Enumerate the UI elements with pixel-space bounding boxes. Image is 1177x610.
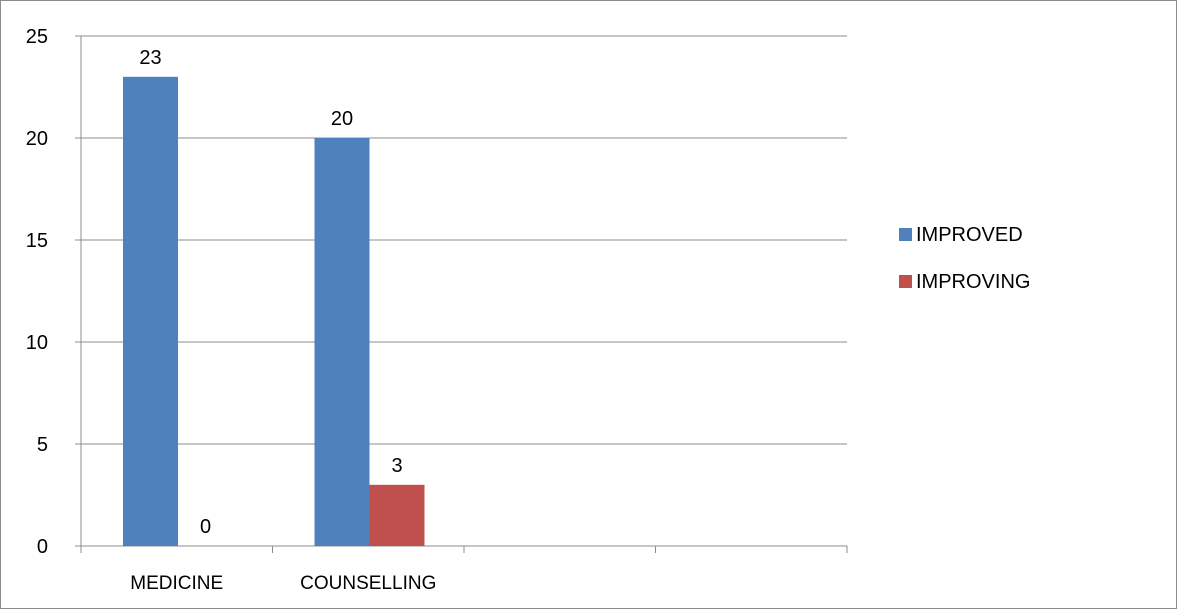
data-label: 0 (200, 516, 211, 538)
x-tick-label: MEDICINE (130, 573, 223, 594)
legend-swatch-improved (899, 228, 912, 241)
bar-improved-0 (123, 76, 178, 547)
legend-label-improved: IMPROVED (916, 224, 1023, 246)
x-tick-label: COUNSELLING (300, 573, 436, 594)
y-tick-label: 10 (26, 332, 48, 354)
y-tick-label: 0 (37, 536, 48, 558)
legend-label-improving: IMPROVING (916, 271, 1030, 293)
bars (123, 76, 425, 547)
bar-improved-1 (314, 138, 370, 546)
bar-improving-1 (369, 484, 425, 546)
legend-swatch-improving (899, 275, 912, 288)
data-label: 23 (139, 47, 161, 69)
legend: IMPROVED IMPROVING (899, 224, 1030, 293)
y-tick-label: 20 (26, 128, 48, 150)
y-tick-label: 25 (26, 26, 48, 48)
gridlines (81, 35, 847, 445)
y-tick-label: 15 (26, 230, 48, 252)
data-labels: 23 20 0 3 (139, 47, 402, 538)
x-axis: MEDICINE COUNSELLING (80, 545, 848, 594)
data-label: 3 (391, 455, 402, 477)
y-tick-label: 5 (37, 434, 48, 456)
data-label: 20 (331, 108, 353, 130)
y-axis: 0 5 10 15 20 25 (26, 26, 82, 558)
